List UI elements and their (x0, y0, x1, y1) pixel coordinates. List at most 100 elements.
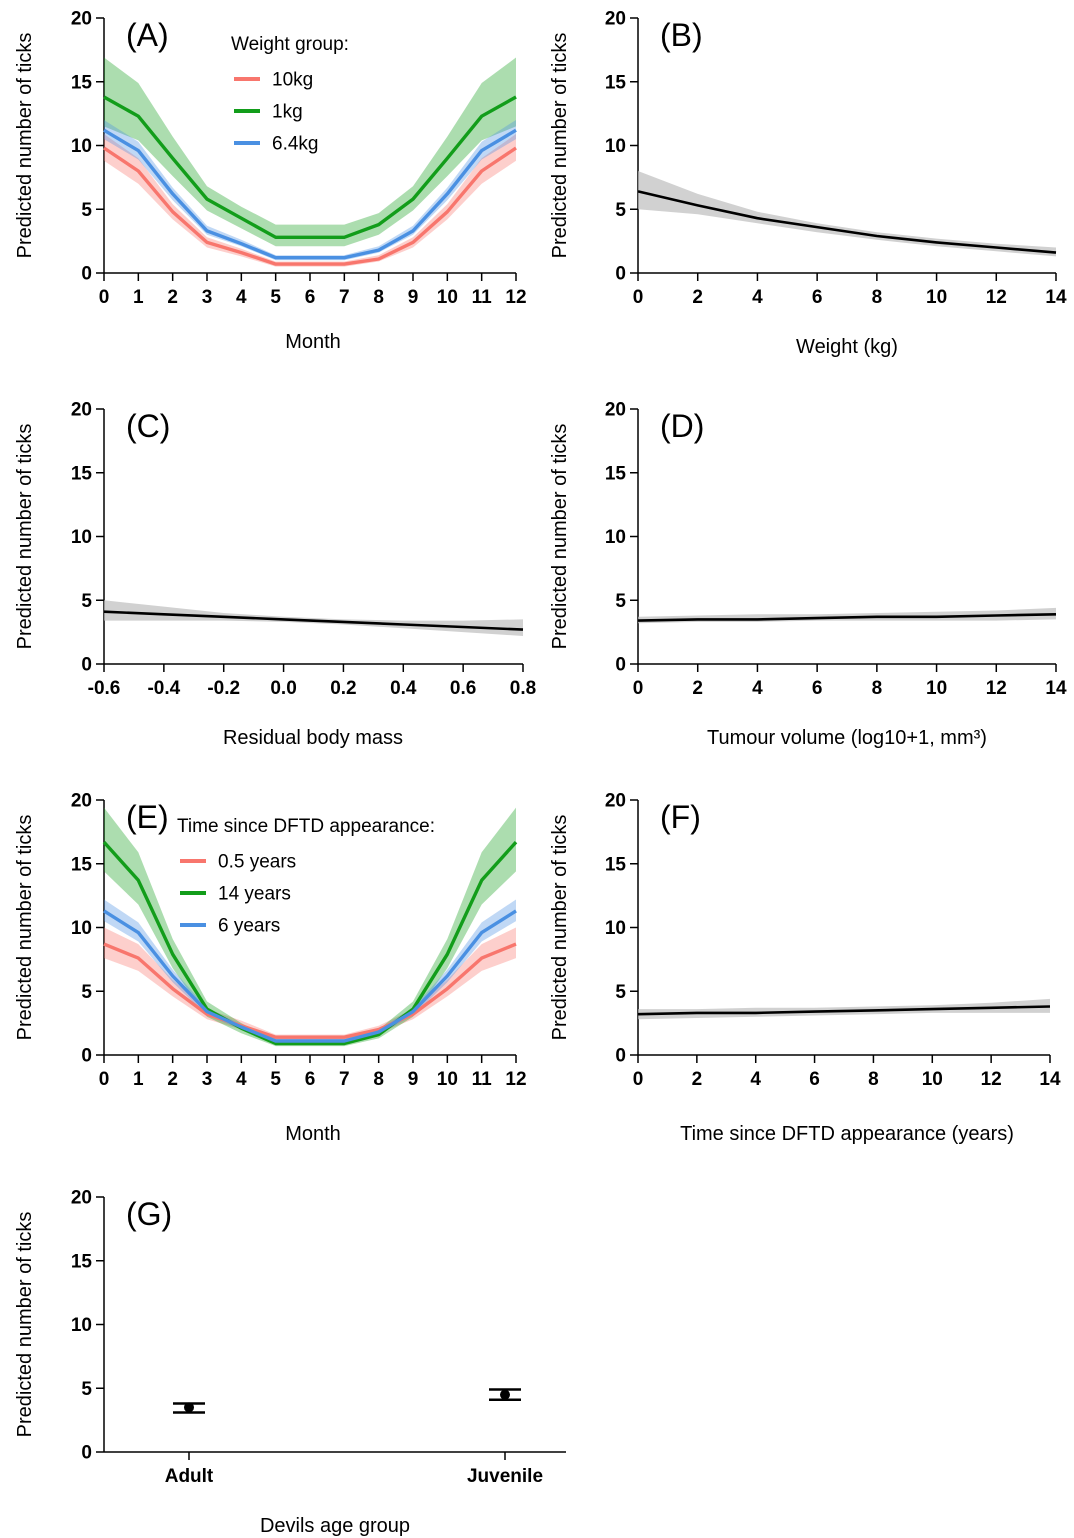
y-tick-label: 15 (605, 463, 627, 484)
series-line-10kg (103, 146, 517, 266)
chart-panel-b: 0 5 10 15 20 0 2 4 6 8 10 12 14 Predicted number of t… (549, 9, 1067, 359)
y-tick-label: 0 (615, 1046, 626, 1067)
legend-label: 1kg (272, 102, 303, 123)
x-tick-label: 0 (633, 287, 644, 308)
x-tick-label: -0.2 (207, 678, 240, 699)
x-tick-label: 3 (202, 1069, 213, 1090)
legend-title: Time since DFTD appearance: (177, 816, 435, 837)
x-tick-label: 9 (408, 287, 419, 308)
y-axis-title: Predicted number of ticks (14, 424, 36, 650)
y-tick-label: 15 (71, 72, 93, 93)
x-tick-label: 11 (472, 287, 493, 308)
x-tick-label: 10 (922, 1069, 943, 1090)
y-axis-title: Predicted number of ticks (14, 33, 36, 259)
series-line-6-4kg (103, 128, 517, 260)
x-tick-label: 4 (236, 1069, 247, 1090)
y-tick-label: 20 (71, 1188, 92, 1209)
y-tick-label: 10 (71, 527, 92, 548)
y-axis-title: Predicted number of ticks (549, 424, 571, 650)
y-axis-title: Predicted number of ticks (549, 33, 571, 259)
confidence-ribbon-6-years (104, 899, 516, 1043)
x-axis-title: Month (285, 331, 341, 353)
panel-label: (C) (126, 408, 170, 444)
y-tick-label: 0 (81, 264, 92, 285)
x-tick-label: 6 (812, 678, 823, 699)
x-tick-label: 4 (752, 678, 763, 699)
x-tick-label: 12 (986, 678, 1007, 699)
x-tick-label: 4 (750, 1069, 761, 1090)
y-tick-label: 15 (605, 854, 627, 875)
x-tick-label: 7 (339, 287, 350, 308)
legend-label: 6 years (218, 916, 280, 937)
x-tick-label: 3 (202, 287, 213, 308)
x-tick-label: 14 (1039, 1069, 1061, 1090)
confidence-ribbon-14-years (104, 807, 516, 1047)
panel-label: (A) (126, 17, 169, 53)
y-tick-label: 5 (81, 982, 92, 1003)
x-tick-label: 1 (133, 1069, 144, 1090)
legend-label: 14 years (218, 884, 291, 905)
chart-panel-g: 0 5 10 15 20 Predicted number of ticks Devils … (14, 1188, 566, 1537)
x-tick-label: 12 (505, 287, 526, 308)
y-tick-label: 20 (71, 9, 92, 30)
y-tick-label: 20 (605, 791, 626, 812)
y-tick-label: 10 (71, 136, 92, 157)
x-tick-label: 14 (1045, 287, 1067, 308)
y-tick-label: 5 (81, 1379, 92, 1400)
y-tick-label: 20 (71, 400, 92, 421)
y-tick-label: 5 (81, 591, 92, 612)
legend-label: 10kg (272, 70, 313, 91)
y-tick-label: 10 (605, 918, 626, 939)
chart-panel-c: 0 5 10 15 20 -0.6 -0.4 -0.2 0.0 0.2 0.4 0.6 0.8 Predi… (14, 400, 536, 750)
x-tick-label: -0.6 (88, 678, 121, 699)
x-tick-label: 6 (812, 287, 823, 308)
x-tick-label: 5 (270, 287, 281, 308)
x-tick-label: 4 (236, 287, 247, 308)
x-tick-label: 4 (752, 287, 763, 308)
y-tick-label: 15 (71, 463, 93, 484)
x-axis-title: Time since DFTD appearance (years) (680, 1123, 1014, 1145)
legend-label: 0.5 years (218, 852, 296, 873)
y-axis-title: Predicted number of ticks (549, 815, 571, 1041)
panel-label: (G) (126, 1196, 172, 1232)
x-tick-label: 11 (472, 1069, 493, 1090)
x-tick-label: 0.8 (510, 678, 536, 699)
x-tick-label: 6 (305, 287, 316, 308)
x-tick-label: 0.4 (390, 678, 417, 699)
series-line (637, 190, 1057, 254)
y-tick-label: 10 (71, 1315, 92, 1336)
x-tick-label: 5 (270, 1069, 281, 1090)
x-tick-label: 10 (926, 678, 947, 699)
x-tick-label: 1 (133, 287, 144, 308)
series-line-6-years (103, 909, 517, 1043)
y-tick-label: 5 (615, 982, 626, 1003)
x-tick-label: 12 (505, 1069, 526, 1090)
x-category-label: Juvenile (467, 1466, 543, 1487)
y-tick-label: 15 (71, 854, 93, 875)
y-tick-label: 10 (605, 136, 626, 157)
series-line (103, 610, 524, 631)
y-tick-label: 10 (71, 918, 92, 939)
x-tick-label: 0.0 (270, 678, 296, 699)
x-axis-title: Devils age group (260, 1515, 410, 1537)
x-tick-label: 6 (809, 1069, 820, 1090)
x-tick-label: 14 (1045, 678, 1067, 699)
x-tick-label: 8 (868, 1069, 879, 1090)
x-tick-label: 8 (872, 287, 883, 308)
confidence-ribbon (638, 171, 1056, 257)
x-tick-label: 2 (167, 1069, 178, 1090)
y-tick-label: 15 (71, 1251, 93, 1272)
legend-title: Weight group: (231, 34, 349, 55)
x-axis-title: Residual body mass (223, 727, 403, 749)
x-axis-title: Tumour volume (log10+1, mm³) (707, 727, 987, 749)
x-category-label: Adult (165, 1466, 214, 1487)
x-tick-label: 0.2 (330, 678, 356, 699)
y-tick-label: 15 (605, 72, 627, 93)
y-tick-label: 0 (615, 655, 626, 676)
x-tick-label: 7 (339, 1069, 350, 1090)
data-point-adult (184, 1402, 194, 1413)
chart-panel-d: 0 5 10 15 20 0 2 4 6 8 10 12 14 Predicted number of t… (549, 400, 1067, 750)
series-line (637, 613, 1057, 622)
x-axis-title: Month (285, 1123, 341, 1145)
